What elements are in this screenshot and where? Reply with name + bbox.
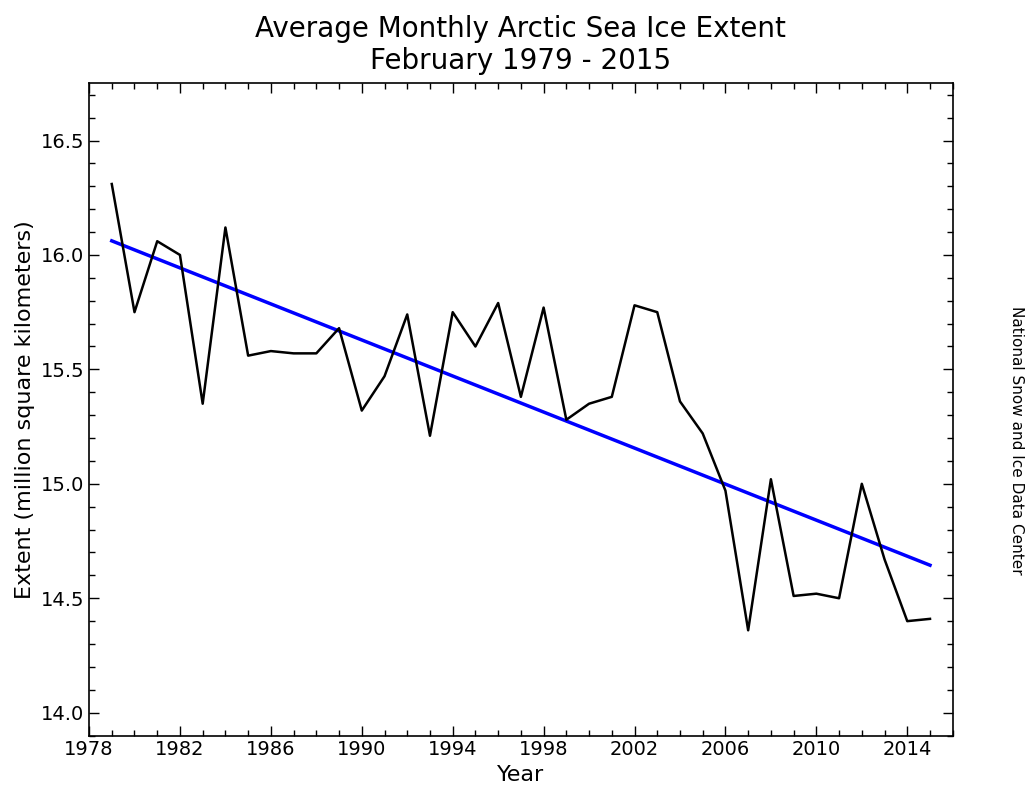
Y-axis label: Extent (million square kilometers): Extent (million square kilometers) [14, 220, 35, 599]
X-axis label: Year: Year [497, 765, 544, 785]
Text: National Snow and Ice Data Center: National Snow and Ice Data Center [1009, 306, 1024, 574]
Title: Average Monthly Arctic Sea Ice Extent
February 1979 - 2015: Average Monthly Arctic Sea Ice Extent Fe… [256, 15, 787, 75]
